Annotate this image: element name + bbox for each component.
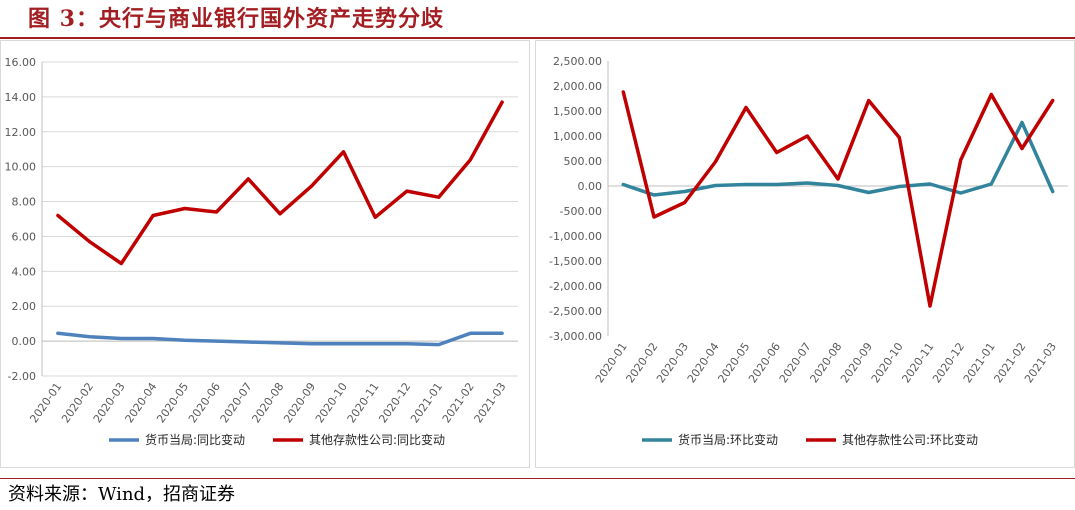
y-tick-label: 0.00 xyxy=(12,335,37,348)
y-tick-label: 8.00 xyxy=(12,196,37,209)
y-tick-label: 4.00 xyxy=(12,265,37,278)
y-tick-label: 12.00 xyxy=(5,126,37,139)
x-tick-label: 2021-03 xyxy=(472,380,509,425)
series-line-2 xyxy=(621,90,1055,308)
y-tick-label: 10.00 xyxy=(5,161,37,174)
x-tick-label: 2021-03 xyxy=(1022,340,1059,385)
title-divider xyxy=(0,37,1075,39)
y-tick-label: 500.00 xyxy=(564,155,603,168)
y-tick-label: 0.00 xyxy=(578,180,603,193)
y-tick-label: -2,000.00 xyxy=(549,280,602,293)
y-tick-label: -1,500.00 xyxy=(549,255,602,268)
y-tick-label: 16.00 xyxy=(5,56,37,69)
chart-panel-right: -3,000.00 -2,500.00 -2,000.00 -1,500.00 -1,0… xyxy=(535,40,1075,468)
source-divider xyxy=(0,478,1075,479)
y-tick-label: 6.00 xyxy=(12,230,37,243)
y-tick-label: -2.00 xyxy=(8,370,36,383)
chart-panel-left: -2.00 0.00 2.00 4.00 6.00 8.00 10.00 12.00 14.00… xyxy=(0,40,530,468)
yoy-change-chart: -2.00 0.00 2.00 4.00 6.00 8.00 10.00 12.00 14.00… xyxy=(5,56,518,447)
y-tick-label: -2,500.00 xyxy=(549,305,602,318)
y-tick-label: 2,500.00 xyxy=(553,55,602,68)
y-tick-label: 1,500.00 xyxy=(553,105,602,118)
figure-title: 图 3：央行与商业银行国外资产走势分歧 xyxy=(28,6,444,32)
source-note: 资料来源：Wind，招商证券 xyxy=(8,484,236,505)
y-tick-label: 2.00 xyxy=(12,300,37,313)
legend-label-1: 货币当局:环比变动 xyxy=(678,432,778,447)
y-tick-label: -3,000.00 xyxy=(549,330,602,343)
series-line-2 xyxy=(56,100,504,266)
legend-label-1: 货币当局:同比变动 xyxy=(145,432,245,447)
mom-change-chart: -3,000.00 -2,500.00 -2,000.00 -1,500.00 -1,0… xyxy=(549,55,1068,447)
y-tick-label: -1,000.00 xyxy=(549,230,602,243)
y-tick-label: 2,000.00 xyxy=(553,80,602,93)
series-line-1 xyxy=(56,331,504,347)
y-tick-label: 1,000.00 xyxy=(553,130,602,143)
y-tick-label: -500.00 xyxy=(560,205,602,218)
legend-label-2: 其他存款性公司:同比变动 xyxy=(309,432,445,447)
y-tick-label: 14.00 xyxy=(5,91,37,104)
legend-label-2: 其他存款性公司:环比变动 xyxy=(842,432,978,447)
